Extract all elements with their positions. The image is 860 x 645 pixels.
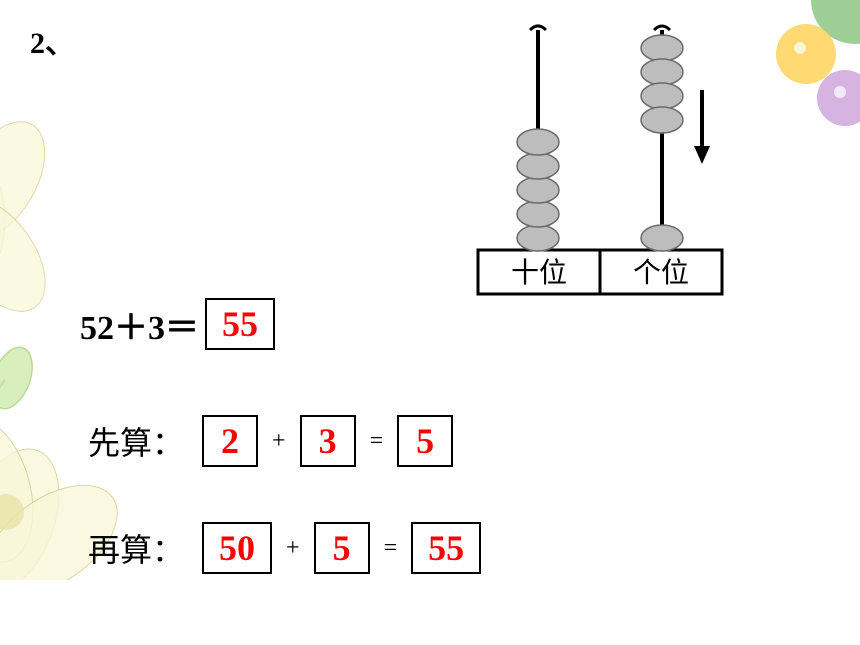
- equation-lhs: 52＋3＝: [80, 300, 199, 349]
- step1-row: 先算： 2 + 3 = 5: [88, 415, 453, 467]
- plus-icon: +: [286, 535, 300, 562]
- tens-label: 十位: [511, 257, 567, 289]
- ones-label: 个位: [633, 257, 689, 289]
- main-equation: 52＋3＝ 55: [80, 298, 275, 350]
- question-number: 2、: [30, 18, 75, 62]
- step2-b: 5: [314, 522, 370, 574]
- result-box: 55: [205, 298, 275, 350]
- bubble-decoration: [750, 0, 860, 150]
- step2-a: 50: [202, 522, 272, 574]
- step1-b: 3: [300, 415, 356, 467]
- step1-a: 2: [202, 415, 258, 467]
- step2-label: 再算：: [88, 525, 184, 571]
- step2-row: 再算： 50 + 5 = 55: [88, 522, 481, 574]
- step1-label: 先算：: [88, 418, 184, 464]
- abacus-diagram: 十位 个位: [470, 20, 730, 300]
- step2-c: 55: [411, 522, 481, 574]
- equals-icon: =: [384, 535, 398, 562]
- step1-c: 5: [397, 415, 453, 467]
- plus-icon: +: [272, 428, 286, 455]
- equals-icon: =: [370, 428, 384, 455]
